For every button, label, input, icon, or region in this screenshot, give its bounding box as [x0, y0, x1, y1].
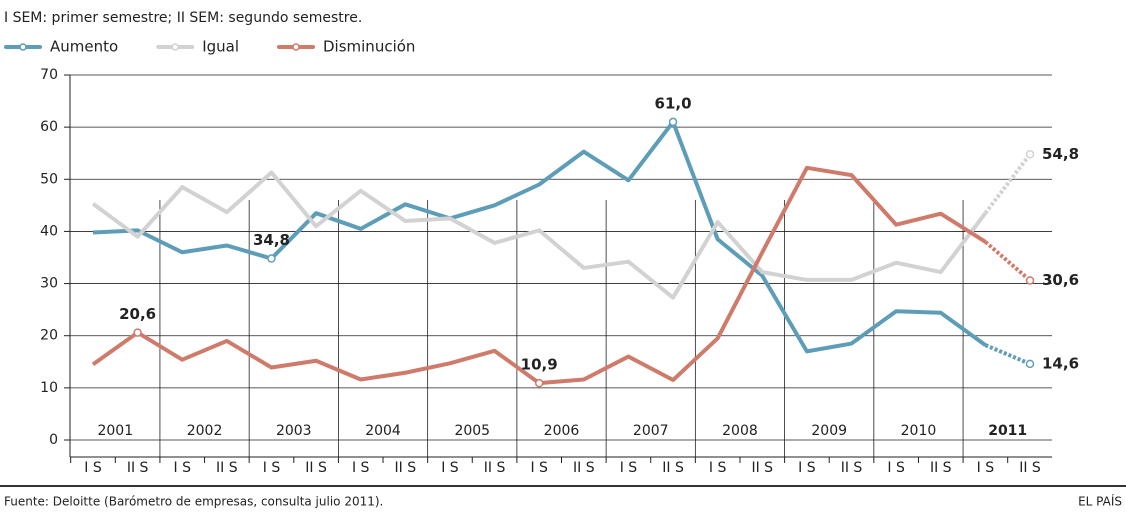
- x-tick-label: I S: [263, 460, 281, 476]
- y-tick-label: 10: [40, 380, 58, 396]
- y-tick-label: 0: [49, 432, 58, 448]
- x-tick-label: I S: [798, 460, 816, 476]
- y-tick-label: 30: [40, 276, 58, 292]
- x-tick-label: II S: [930, 460, 952, 476]
- x-tick-label: II S: [305, 460, 327, 476]
- series-line: [91, 170, 987, 300]
- year-label: 2002: [187, 423, 223, 439]
- x-tick-label: II S: [841, 460, 863, 476]
- legend-marker: [171, 43, 179, 51]
- y-tick-label: 60: [40, 119, 58, 135]
- y-tick-label: 50: [40, 171, 58, 187]
- year-label: 2003: [276, 423, 312, 439]
- series-line-dotted: [984, 343, 1031, 366]
- value-label: 30,6: [1042, 271, 1079, 289]
- value-label: 10,9: [521, 356, 558, 374]
- x-tick-label: II S: [395, 460, 417, 476]
- year-label: 2004: [365, 423, 401, 439]
- x-tick-label: II S: [573, 460, 595, 476]
- year-label: 2010: [901, 423, 937, 439]
- x-tick-label: II S: [662, 460, 684, 476]
- series-line: [92, 119, 987, 354]
- legend-marker: [292, 43, 300, 51]
- x-tick-label: I S: [530, 460, 548, 476]
- value-label: 61,0: [655, 94, 692, 112]
- y-tick-label: 20: [40, 328, 58, 344]
- x-tick-label: I S: [441, 460, 459, 476]
- value-label: 20,6: [119, 305, 156, 323]
- x-tick-label: I S: [709, 460, 727, 476]
- legend-label: Disminución: [323, 38, 415, 56]
- legend-marker: [19, 43, 27, 51]
- x-tick-label: II S: [751, 460, 773, 476]
- x-tick-label: II S: [1019, 460, 1041, 476]
- point-marker: [1025, 359, 1035, 369]
- year-label: 2005: [454, 423, 490, 439]
- point-marker: [1025, 150, 1035, 159]
- legend-label: Aumento: [50, 38, 118, 56]
- x-tick-label: II S: [127, 460, 149, 476]
- y-tick-label: 40: [40, 223, 58, 239]
- point-marker: [534, 378, 544, 388]
- series-line-dotted: [983, 153, 1032, 215]
- year-label: 2008: [722, 423, 758, 439]
- x-tick-label: I S: [174, 460, 192, 476]
- value-label: 34,8: [253, 231, 290, 249]
- year-label: 2007: [633, 423, 669, 439]
- point-marker: [1025, 276, 1035, 285]
- series-line-dotted: [984, 240, 1032, 282]
- legend-label: Igual: [202, 38, 239, 56]
- x-tick-label: II S: [484, 460, 506, 476]
- x-tick-label: I S: [620, 460, 638, 476]
- x-tick-label: II S: [216, 460, 238, 476]
- y-tick-label: 70: [40, 67, 58, 83]
- value-label: 54,8: [1042, 145, 1079, 163]
- x-tick-label: I S: [84, 460, 102, 476]
- year-label: 2011: [988, 423, 1027, 439]
- year-label: 2006: [544, 423, 580, 439]
- x-tick-label: I S: [887, 460, 905, 476]
- point-marker: [133, 328, 142, 337]
- value-label: 14,6: [1042, 354, 1079, 372]
- point-marker: [267, 254, 276, 263]
- year-label: 2001: [97, 423, 133, 439]
- year-label: 2009: [811, 423, 847, 439]
- credit: EL PAÍS: [1078, 494, 1122, 509]
- x-tick-label: I S: [352, 460, 370, 476]
- point-marker: [668, 117, 678, 127]
- source: Fuente: Deloitte (Barómetro de empresas,…: [4, 495, 383, 509]
- series-line: [91, 165, 987, 386]
- x-tick-label: I S: [977, 460, 995, 476]
- chart-title: I SEM: primer semestre; II SEM: segundo …: [4, 10, 362, 26]
